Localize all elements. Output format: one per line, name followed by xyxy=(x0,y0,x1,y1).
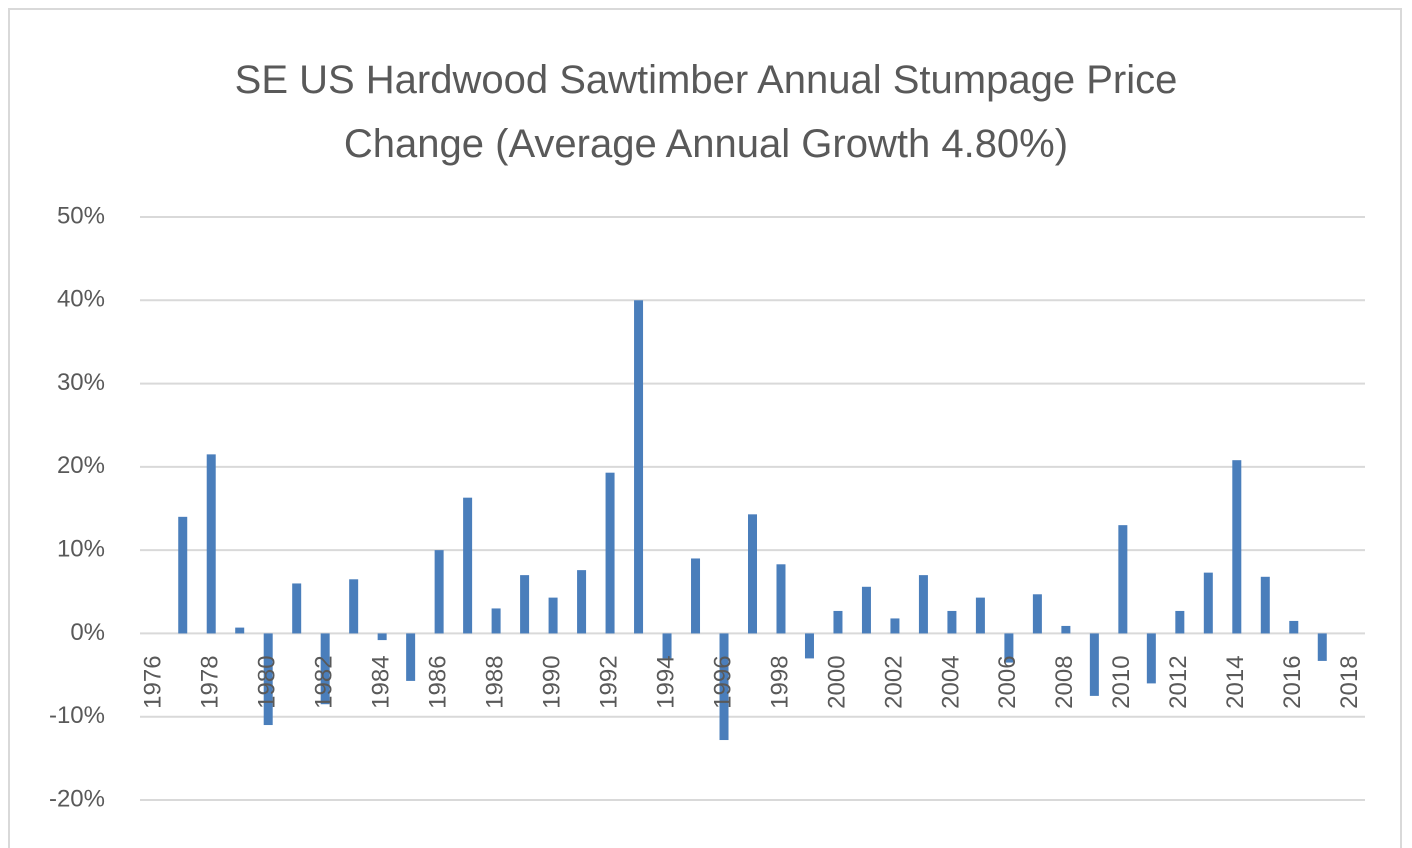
y-tick-label: 30% xyxy=(57,369,105,396)
bar xyxy=(719,633,729,741)
x-tick-label: 1988 xyxy=(481,655,508,708)
bar xyxy=(463,497,473,634)
x-tick-label: 2008 xyxy=(1051,655,1078,708)
x-tick-label: 1990 xyxy=(538,655,565,708)
bar xyxy=(833,610,843,634)
bar xyxy=(605,472,615,634)
bar xyxy=(577,570,587,634)
x-tick-label: 1994 xyxy=(652,655,679,708)
x-tick-label: 1986 xyxy=(424,655,451,708)
bar xyxy=(434,550,444,634)
bar xyxy=(292,583,302,634)
x-tick-label: 2018 xyxy=(1336,655,1363,708)
bar xyxy=(263,633,273,726)
bar xyxy=(1004,633,1014,663)
bar xyxy=(406,633,416,681)
bar xyxy=(1032,594,1042,634)
bar xyxy=(548,597,558,634)
bar xyxy=(1203,572,1213,634)
bar xyxy=(1232,460,1242,634)
bar xyxy=(1289,620,1299,634)
x-tick-label: 1978 xyxy=(197,655,224,708)
bar xyxy=(1061,625,1071,634)
bar xyxy=(206,454,216,634)
bar xyxy=(691,558,701,634)
x-tick-label: 1982 xyxy=(311,655,338,708)
bar xyxy=(1260,576,1270,634)
bar xyxy=(491,608,501,634)
x-tick-label: 1996 xyxy=(709,655,736,708)
bar xyxy=(1175,610,1185,634)
bar xyxy=(662,633,672,659)
x-tick-label: 2000 xyxy=(823,655,850,708)
bar xyxy=(178,516,188,634)
x-tick-label: 2012 xyxy=(1165,655,1192,708)
x-tick-label: 1984 xyxy=(367,655,394,708)
bar xyxy=(1146,633,1156,684)
bar xyxy=(1118,525,1128,634)
x-tick-label: 2010 xyxy=(1108,655,1135,708)
bar xyxy=(349,579,359,634)
x-tick-label: 2002 xyxy=(880,655,907,708)
chart-frame xyxy=(8,8,1402,848)
x-tick-label: 1998 xyxy=(766,655,793,708)
bar xyxy=(235,627,245,634)
bar xyxy=(918,575,928,634)
bar xyxy=(804,633,814,659)
x-tick-label: 1980 xyxy=(254,655,281,708)
y-tick-label: 20% xyxy=(57,452,105,479)
y-tick-label: 0% xyxy=(70,619,105,646)
bar xyxy=(776,564,786,634)
bar xyxy=(975,597,985,634)
x-tick-label: 2014 xyxy=(1222,655,1249,708)
x-tick-label: 1976 xyxy=(140,655,167,708)
bar xyxy=(748,514,757,634)
y-tick-label: 40% xyxy=(57,286,105,313)
x-tick-label: 2006 xyxy=(994,655,1021,708)
y-tick-label: -20% xyxy=(49,785,105,812)
bar xyxy=(947,610,957,634)
bar xyxy=(320,633,330,705)
bar xyxy=(861,586,871,634)
y-tick-label: -10% xyxy=(49,702,105,729)
bar xyxy=(520,575,530,634)
bar xyxy=(1089,633,1099,696)
bar xyxy=(890,618,900,634)
x-tick-label: 2004 xyxy=(937,655,964,708)
bar xyxy=(377,633,387,641)
chart-title: SE US Hardwood Sawtimber Annual Stumpage… xyxy=(234,58,1178,166)
bar xyxy=(634,300,644,634)
y-tick-label: 10% xyxy=(57,535,105,562)
bar xyxy=(1317,633,1327,661)
y-tick-label: 50% xyxy=(57,202,105,229)
x-tick-label: 1992 xyxy=(595,655,622,708)
x-tick-label: 2016 xyxy=(1279,655,1306,708)
